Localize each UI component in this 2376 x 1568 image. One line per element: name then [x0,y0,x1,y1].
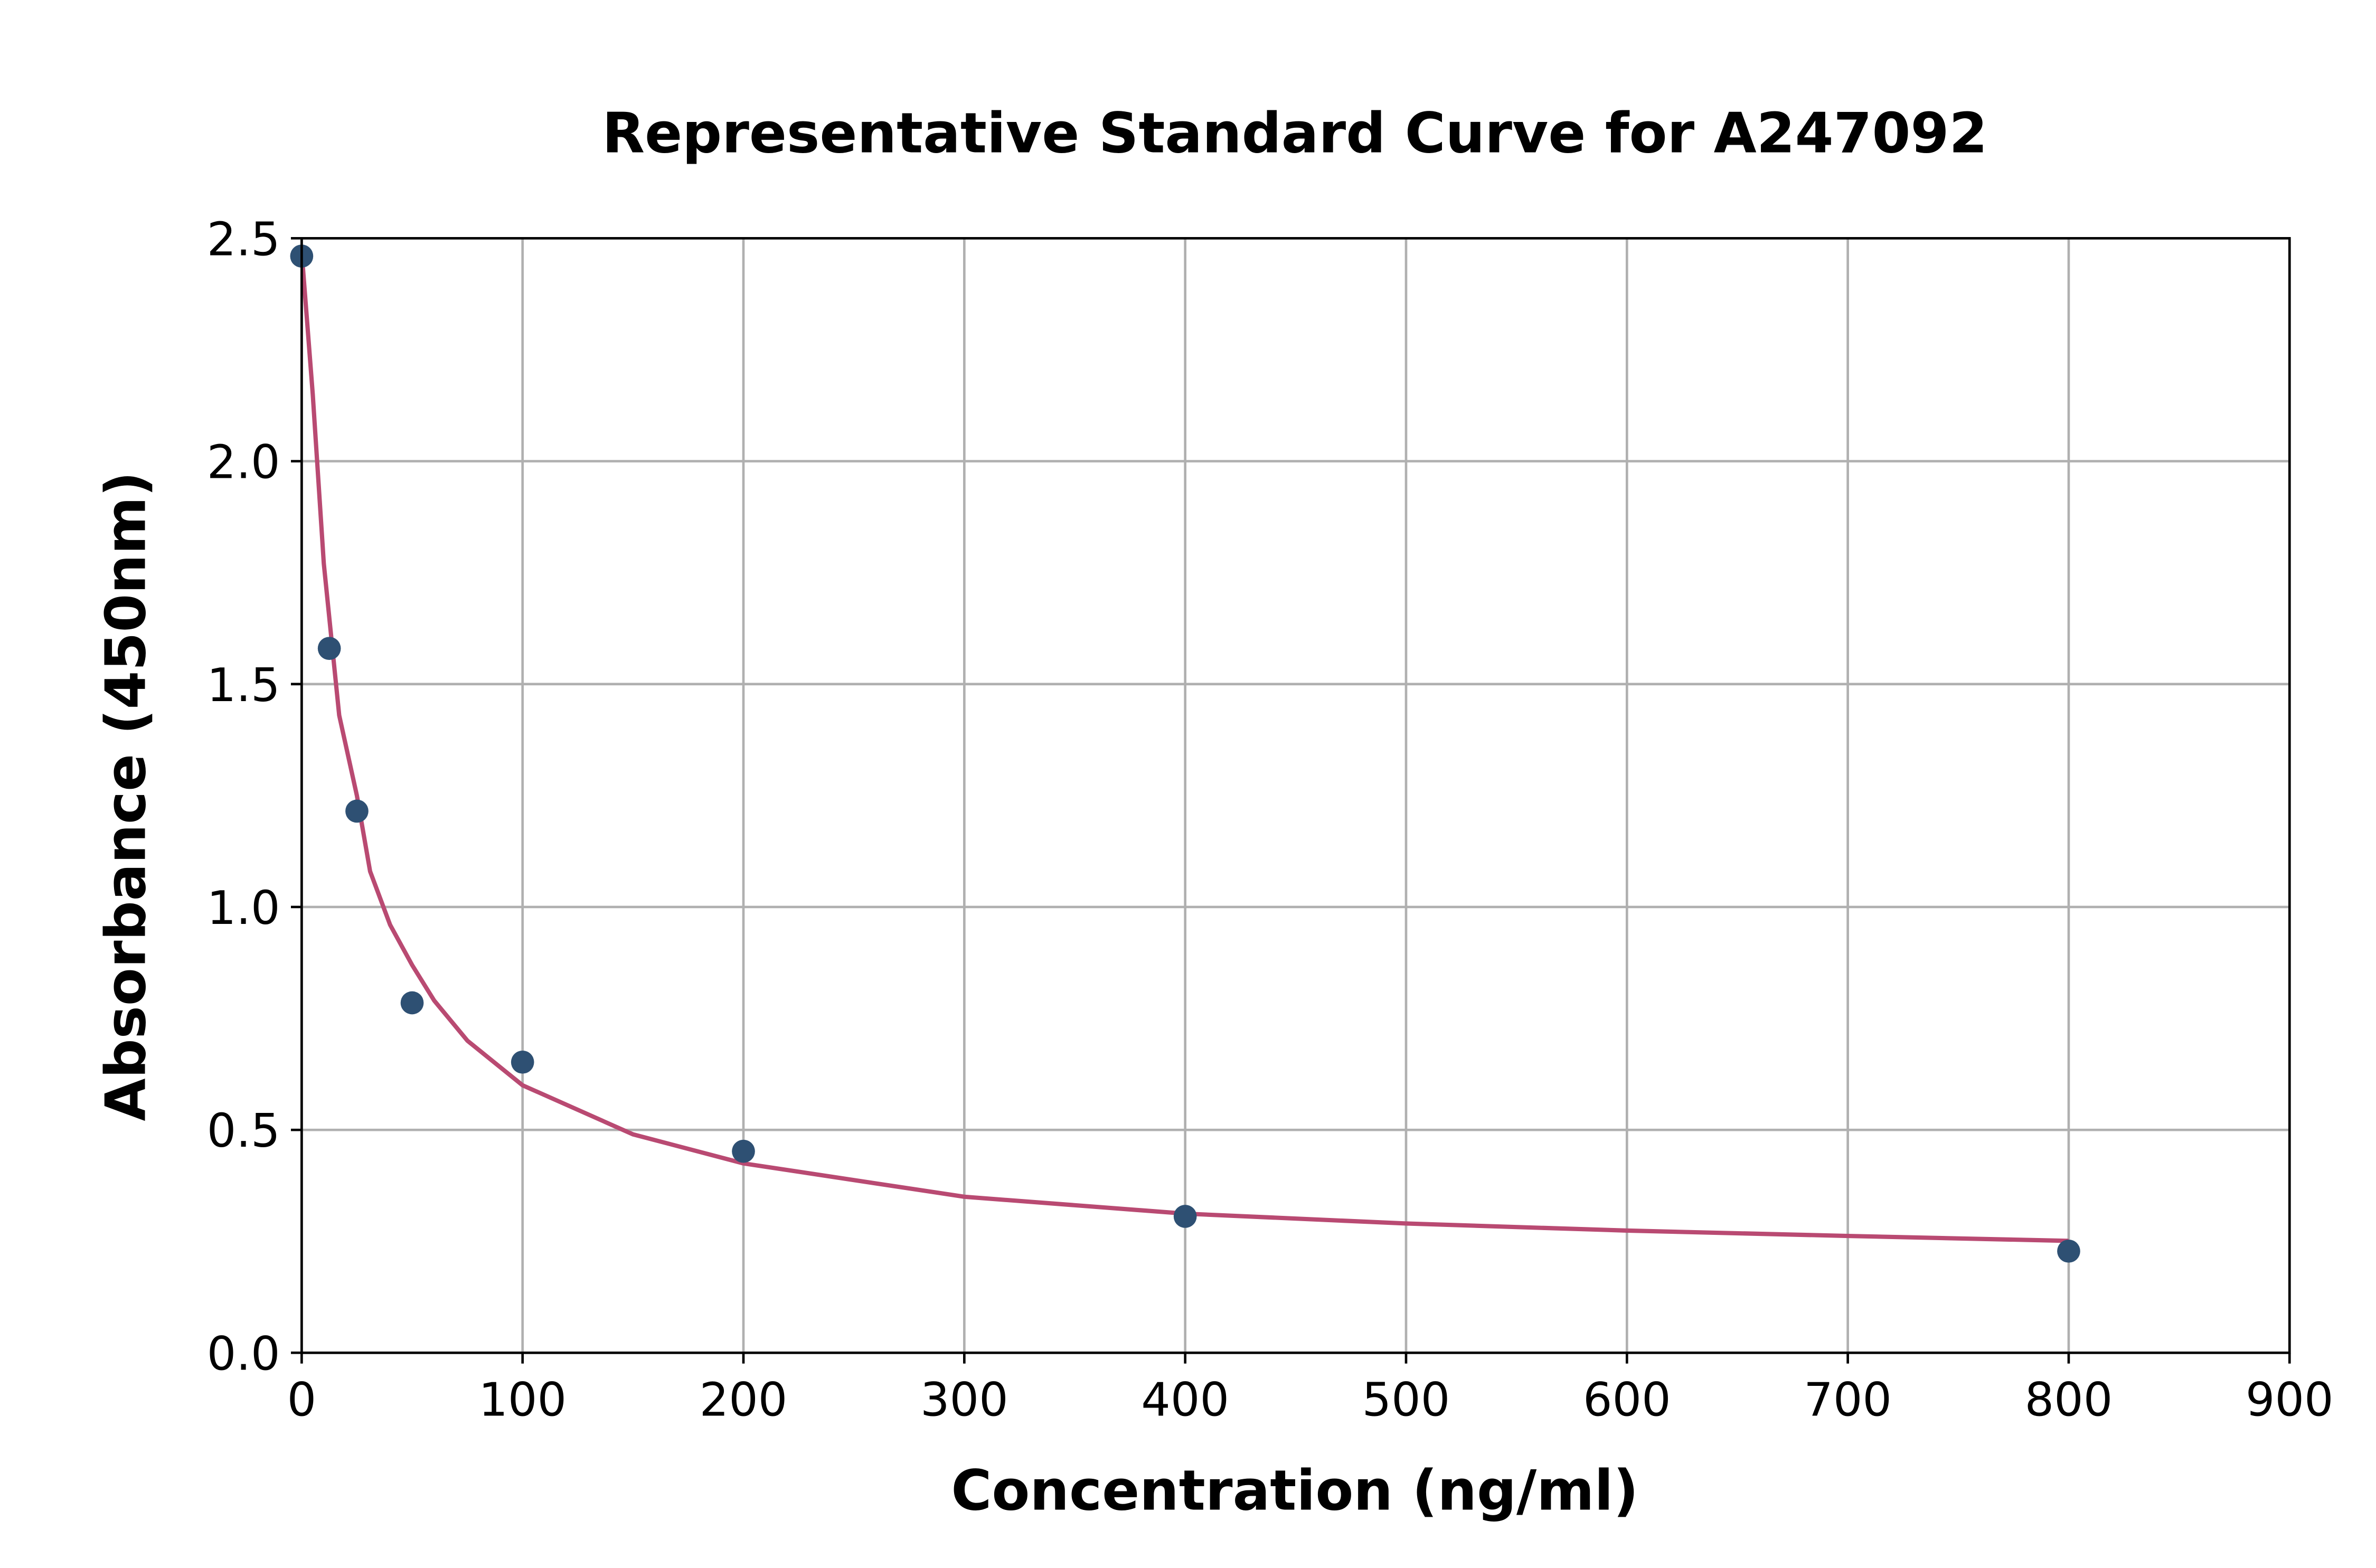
data-point [400,991,424,1015]
x-axis-label: Concentration (ng/ml) [951,1458,1638,1523]
fit-curve-line [299,251,2069,1243]
data-point [1173,1205,1197,1228]
data-point [317,637,341,660]
x-tick-label: 400 [1141,1373,1229,1427]
plot-frame [300,237,2291,1354]
data-point [511,1050,534,1074]
x-tick-label: 0 [287,1373,317,1427]
x-tick-label: 900 [2246,1373,2334,1427]
y-tick-label: 1.0 [207,881,280,935]
y-tick-label: 2.5 [207,212,280,266]
data-point [345,799,369,823]
x-tick-label: 500 [1362,1373,1450,1427]
x-tick-label: 100 [478,1373,567,1427]
data-point [2057,1239,2080,1263]
x-axis-ticks: 0 100 200 300 400 500 600 700 800 900 [287,1353,2334,1427]
y-tick-label: 0.5 [207,1104,280,1158]
grid [300,237,2291,1354]
x-tick-label: 200 [700,1373,788,1427]
x-tick-label: 700 [1804,1373,1892,1427]
y-axis-label: Absorbance (450nm) [93,471,158,1121]
fit-curve-layer [299,251,2069,1243]
y-tick-label: 1.5 [207,658,280,712]
chart-title: Representative Standard Curve for A24709… [602,101,1987,165]
y-tick-label: 2.0 [207,436,280,489]
x-tick-label: 600 [1583,1373,1671,1427]
y-axis-ticks: 0.0 0.5 1.0 1.5 2.0 2.5 [207,212,302,1381]
x-tick-label: 300 [920,1373,1008,1427]
data-point [732,1139,755,1163]
data-points-layer [290,244,2080,1263]
x-tick-label: 800 [2025,1373,2113,1427]
y-tick-label: 0.0 [207,1327,280,1381]
